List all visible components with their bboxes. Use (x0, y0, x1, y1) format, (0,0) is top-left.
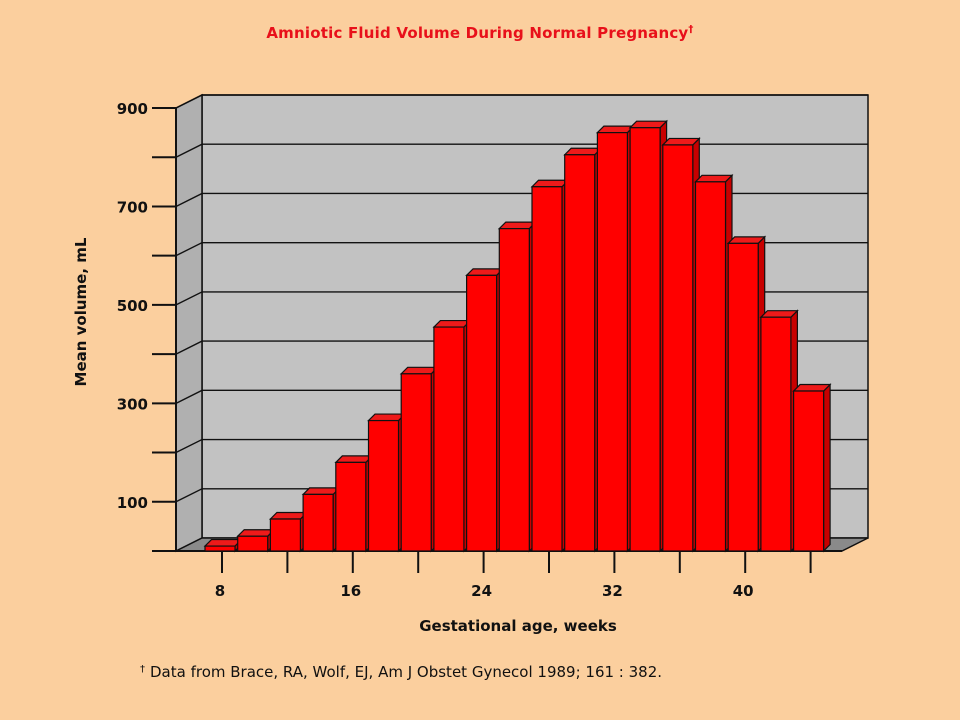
bar (334, 454, 374, 553)
bar-top (694, 174, 734, 183)
bar-front (237, 535, 269, 552)
bar-front (564, 154, 596, 552)
bar-front (694, 181, 727, 552)
bar (563, 146, 603, 553)
bar (726, 235, 767, 553)
bar (203, 538, 243, 553)
chart-title-text: Amniotic Fluid Volume During Normal Preg… (266, 24, 689, 42)
y-axis-label: Mean volume, mL (72, 237, 90, 386)
bar (530, 178, 570, 553)
bar-front (335, 461, 367, 552)
source-footnote: † Data from Brace, RA, Wolf, EJ, Am J Obs… (140, 663, 662, 681)
bar-top (628, 120, 669, 129)
x-tick-label: 16 (340, 582, 361, 600)
bar-top (334, 455, 374, 463)
y-tick-label: 300 (117, 395, 148, 413)
bar-top (301, 487, 342, 495)
side-wall (175, 93, 203, 553)
bar-front (596, 132, 629, 552)
bar-front (400, 373, 432, 552)
bar-top (595, 125, 636, 134)
bar (497, 220, 538, 553)
title-footnote-mark: † (688, 24, 694, 35)
bar-top (236, 529, 276, 537)
gridline (175, 94, 868, 109)
x-tick-label: 32 (602, 582, 623, 600)
bar-front (629, 127, 661, 552)
bar-front (367, 419, 400, 552)
bar (367, 412, 407, 553)
footnote-text: Data from Brace, RA, Wolf, EJ, Am J Obst… (150, 663, 663, 681)
tick-labels: 100 300 500 700 900 8 16 24 32 40 (117, 100, 754, 600)
bar-front (204, 545, 236, 552)
bar-top (367, 413, 407, 422)
x-tick-label: 8 (215, 582, 225, 600)
bar-front (302, 493, 334, 552)
bar (465, 267, 505, 553)
bar (301, 486, 342, 553)
bar (792, 383, 832, 553)
bar-top (203, 538, 243, 547)
y-tick-label: 900 (117, 100, 148, 118)
bar-top (268, 511, 309, 520)
bar (399, 365, 440, 553)
bar (694, 173, 734, 553)
bar-front (531, 186, 563, 552)
bar-top (530, 179, 570, 188)
bar-front (760, 316, 792, 552)
x-tick-label: 24 (471, 582, 492, 600)
y-tick-label: 700 (117, 198, 148, 216)
bar (661, 136, 701, 553)
bar (236, 528, 276, 553)
bar-top (497, 221, 538, 230)
bar (595, 124, 636, 553)
bar-top (563, 147, 603, 156)
chart-title: Amniotic Fluid Volume During Normal Preg… (0, 24, 960, 42)
bar-top (432, 319, 472, 328)
bar-top (726, 236, 767, 244)
bar-front (466, 274, 498, 552)
y-tick-label: 500 (117, 297, 148, 315)
bar-front (792, 390, 825, 552)
bar (759, 309, 799, 553)
footnote-mark: † (140, 664, 145, 675)
bars (203, 119, 832, 553)
bar-top (759, 310, 799, 318)
bar-top (399, 366, 440, 375)
bar (268, 511, 309, 553)
bar-front (727, 242, 759, 552)
bar-top (792, 383, 832, 392)
bar-front (433, 326, 465, 552)
x-axis-label: Gestational age, weeks (419, 617, 617, 635)
x-tick-label: 40 (733, 582, 754, 600)
bar-top (465, 268, 505, 276)
bar-front (662, 144, 694, 552)
bar (628, 119, 669, 553)
bar-front (498, 227, 530, 552)
bar-side (822, 383, 831, 553)
y-tick-label: 100 (117, 494, 148, 512)
bar-top (661, 137, 701, 146)
bar-front (269, 518, 301, 552)
bar (432, 319, 472, 553)
